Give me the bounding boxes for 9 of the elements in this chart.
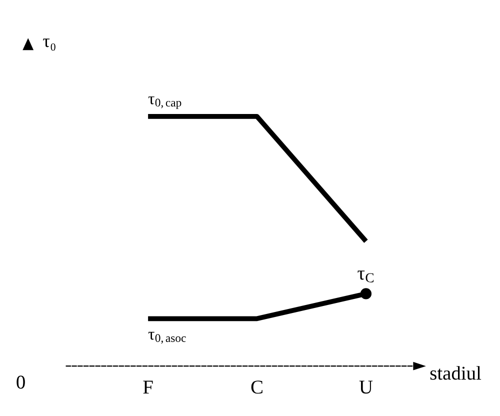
text: 0	[16, 376, 25, 389]
y-axis-title: τ₀	[43, 38, 56, 51]
x-tick-label: F	[143, 380, 153, 394]
annotation: τ$_{0,asoc}$	[148, 332, 186, 344]
annotation: τ$_{0,cap}$	[148, 96, 182, 109]
annotation: τ$_{C}$	[358, 270, 374, 282]
x-tick-label: U	[359, 380, 373, 394]
x-tick-label: C	[251, 380, 262, 394]
x-axis-title: stadiul	[430, 366, 482, 380]
